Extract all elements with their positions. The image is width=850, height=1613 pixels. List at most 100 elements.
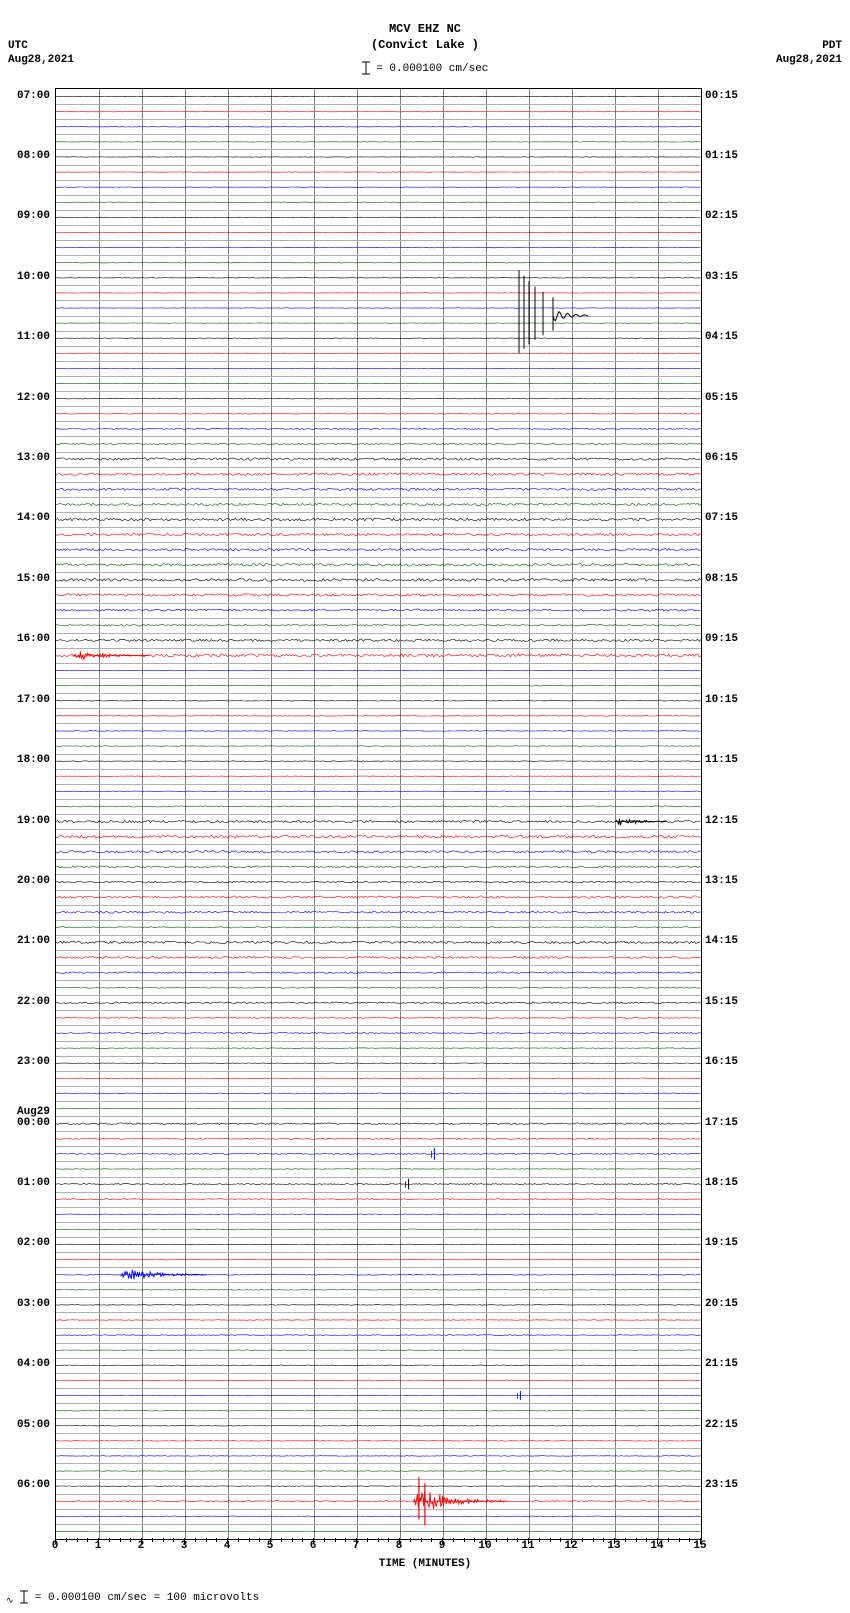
left-hour-label: 01:00 — [17, 1177, 50, 1189]
right-hour-label: 21:15 — [705, 1358, 738, 1370]
x-tick-minor — [474, 1538, 475, 1542]
x-tick-minor — [582, 1538, 583, 1542]
left-hour-label: 00:00 — [17, 1117, 50, 1129]
left-hour-label: 02:00 — [17, 1237, 50, 1249]
x-tick-minor — [507, 1538, 508, 1542]
scale-bar-icon — [362, 60, 370, 76]
right-hour-label: 06:15 — [705, 452, 738, 464]
x-tick-minor — [539, 1538, 540, 1542]
left-hour-label: 15:00 — [17, 573, 50, 585]
left-hour-label: 21:00 — [17, 935, 50, 947]
right-hour-label: 19:15 — [705, 1237, 738, 1249]
date-right: Aug28,2021 — [776, 54, 842, 66]
x-tick-mark — [184, 1538, 185, 1544]
x-tick-mark — [485, 1538, 486, 1544]
x-tick-minor — [249, 1538, 250, 1542]
right-hour-label: 09:15 — [705, 633, 738, 645]
right-hour-label: 20:15 — [705, 1298, 738, 1310]
right-hour-label: 15:15 — [705, 996, 738, 1008]
right-hour-label: 22:15 — [705, 1419, 738, 1431]
footer-text: = 0.000100 cm/sec = 100 microvolts — [35, 1592, 259, 1604]
x-tick-mark — [141, 1538, 142, 1544]
left-hour-label: 07:00 — [17, 90, 50, 102]
x-tick-minor — [281, 1538, 282, 1542]
right-hour-label: 11:15 — [705, 754, 738, 766]
left-hour-label: 22:00 — [17, 996, 50, 1008]
x-tick-minor — [646, 1538, 647, 1542]
x-tick-minor — [367, 1538, 368, 1542]
right-hour-label: 01:15 — [705, 150, 738, 162]
x-axis-label: TIME (MINUTES) — [0, 1558, 850, 1570]
x-tick-minor — [636, 1538, 637, 1542]
right-hour-label: 23:15 — [705, 1479, 738, 1491]
x-tick-minor — [163, 1538, 164, 1542]
x-tick-minor — [603, 1538, 604, 1542]
x-tick-mark — [98, 1538, 99, 1544]
station-code: MCV EHZ NC — [0, 22, 850, 36]
left-hour-label: 04:00 — [17, 1358, 50, 1370]
date-left: Aug28,2021 — [8, 54, 74, 66]
right-hour-label: 12:15 — [705, 815, 738, 827]
timezone-left: UTC — [8, 40, 28, 52]
x-tick-mark — [614, 1538, 615, 1544]
x-tick-minor — [378, 1538, 379, 1542]
right-hour-label: 07:15 — [705, 512, 738, 524]
x-tick-minor — [206, 1538, 207, 1542]
x-tick-minor — [195, 1538, 196, 1542]
x-tick-mark — [399, 1538, 400, 1544]
x-tick-minor — [668, 1538, 669, 1542]
x-tick-mark — [270, 1538, 271, 1544]
right-hour-label: 10:15 — [705, 694, 738, 706]
x-tick-minor — [689, 1538, 690, 1542]
scale-line: = 0.000100 cm/sec — [0, 60, 850, 76]
x-tick-minor — [517, 1538, 518, 1542]
x-tick-minor — [120, 1538, 121, 1542]
right-hour-label: 05:15 — [705, 392, 738, 404]
x-tick-minor — [324, 1538, 325, 1542]
x-tick-minor — [109, 1538, 110, 1542]
left-hour-label: 17:00 — [17, 694, 50, 706]
x-tick-minor — [421, 1538, 422, 1542]
left-hour-label: 12:00 — [17, 392, 50, 404]
left-hour-label: 19:00 — [17, 815, 50, 827]
x-tick-minor — [259, 1538, 260, 1542]
x-tick-minor — [173, 1538, 174, 1542]
x-tick-minor — [560, 1538, 561, 1542]
seismogram-plot — [55, 88, 702, 1540]
left-hour-label: 20:00 — [17, 875, 50, 887]
scale-text: = 0.000100 cm/sec — [376, 63, 488, 75]
x-tick-minor — [453, 1538, 454, 1542]
left-hour-label: 23:00 — [17, 1056, 50, 1068]
x-tick-minor — [335, 1538, 336, 1542]
timezone-right: PDT — [822, 40, 842, 52]
right-hour-label: 14:15 — [705, 935, 738, 947]
left-hour-label: 08:00 — [17, 150, 50, 162]
seismogram-container: MCV EHZ NC (Convict Lake ) = 0.000100 cm… — [0, 0, 850, 1613]
x-tick-mark — [700, 1538, 701, 1544]
footer-scale: ∿ = 0.000100 cm/sec = 100 microvolts — [6, 1590, 259, 1606]
x-tick-minor — [152, 1538, 153, 1542]
x-tick-minor — [550, 1538, 551, 1542]
x-tick-minor — [216, 1538, 217, 1542]
left-hour-label: 09:00 — [17, 210, 50, 222]
left-hour-label: 03:00 — [17, 1298, 50, 1310]
right-hour-label: 18:15 — [705, 1177, 738, 1189]
left-hour-label: 05:00 — [17, 1419, 50, 1431]
right-hour-label: 04:15 — [705, 331, 738, 343]
x-tick-minor — [388, 1538, 389, 1542]
x-tick-mark — [227, 1538, 228, 1544]
x-tick-minor — [302, 1538, 303, 1542]
left-hour-label: 11:00 — [17, 331, 50, 343]
left-hour-label: 16:00 — [17, 633, 50, 645]
x-tick-mark — [55, 1538, 56, 1544]
footer-scale-bar-icon — [20, 1590, 28, 1604]
right-hour-label: 00:15 — [705, 90, 738, 102]
x-tick-minor — [431, 1538, 432, 1542]
x-tick-minor — [87, 1538, 88, 1542]
left-hour-label: 14:00 — [17, 512, 50, 524]
left-hour-label: 10:00 — [17, 271, 50, 283]
x-tick-minor — [625, 1538, 626, 1542]
x-tick-minor — [292, 1538, 293, 1542]
x-tick-minor — [410, 1538, 411, 1542]
left-hour-label: 13:00 — [17, 452, 50, 464]
